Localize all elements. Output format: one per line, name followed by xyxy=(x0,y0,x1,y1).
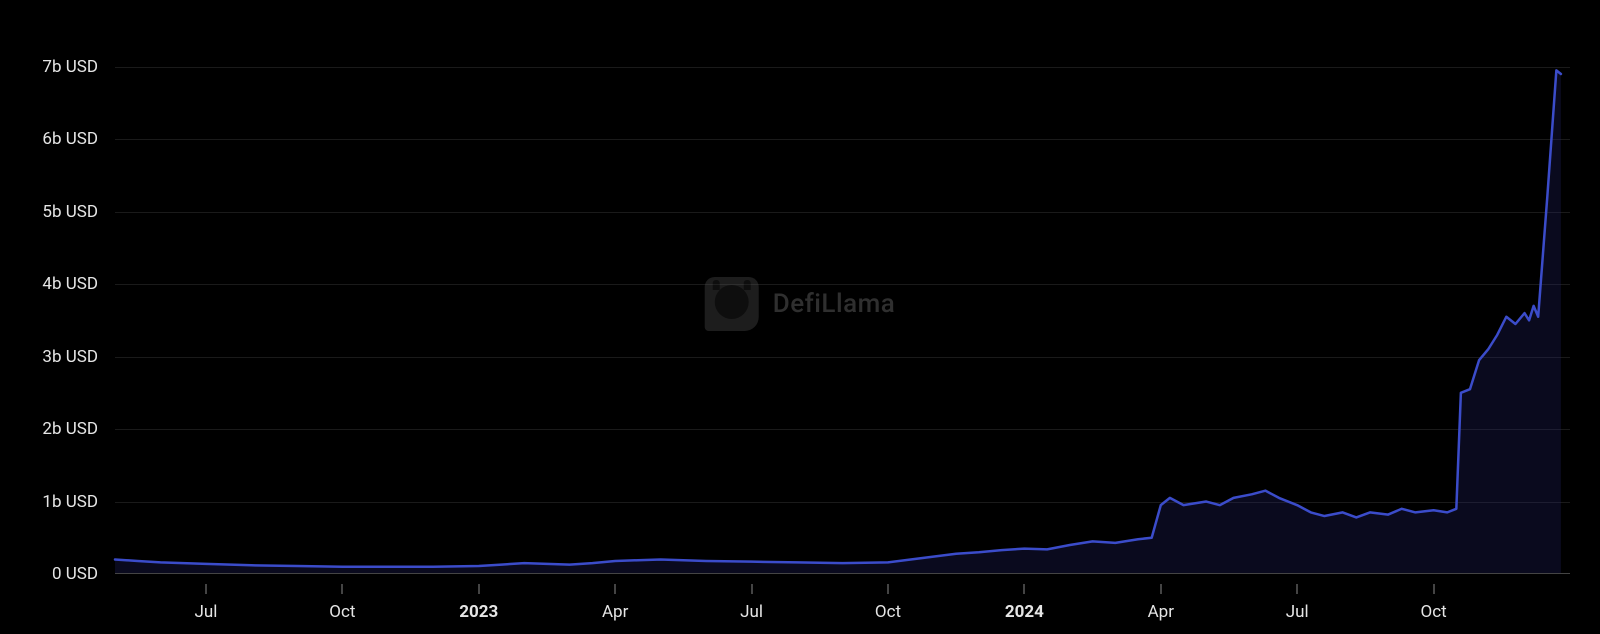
x-tick-label: 2024 xyxy=(1005,602,1044,622)
y-tick-label: 4b USD xyxy=(42,274,98,294)
y-tick-label: 2b USD xyxy=(42,419,98,439)
line-series xyxy=(115,45,1570,574)
x-axis: Jul Oct 2023 Apr Jul Oct 2024 Apr Jul Oct xyxy=(0,584,1600,634)
x-tick-label: Apr xyxy=(602,602,628,622)
y-axis: 0 USD 1b USD 2b USD 3b USD 4b USD 5b USD 6b US… xyxy=(0,0,110,634)
y-tick-label: 0 USD xyxy=(52,564,98,584)
x-tick-label: Jul xyxy=(740,602,763,622)
x-tick-label: Oct xyxy=(875,602,901,622)
x-tick-label: Apr xyxy=(1148,602,1174,622)
x-tick-label: Jul xyxy=(1286,602,1309,622)
x-tick-label: Oct xyxy=(1421,602,1447,622)
x-tick-label: 2023 xyxy=(459,602,498,622)
y-tick-label: 5b USD xyxy=(42,202,98,222)
plot-area xyxy=(115,45,1570,574)
x-tick-label: Jul xyxy=(194,602,217,622)
y-tick-label: 1b USD xyxy=(42,492,98,512)
y-tick-label: 3b USD xyxy=(42,347,98,367)
y-tick-label: 6b USD xyxy=(42,129,98,149)
y-tick-label: 7b USD xyxy=(42,57,98,77)
x-tick-label: Oct xyxy=(329,602,355,622)
tvl-chart[interactable]: DefiLlama 0 USD1b USD2b USD3b USD4b USD5… xyxy=(0,0,1600,634)
